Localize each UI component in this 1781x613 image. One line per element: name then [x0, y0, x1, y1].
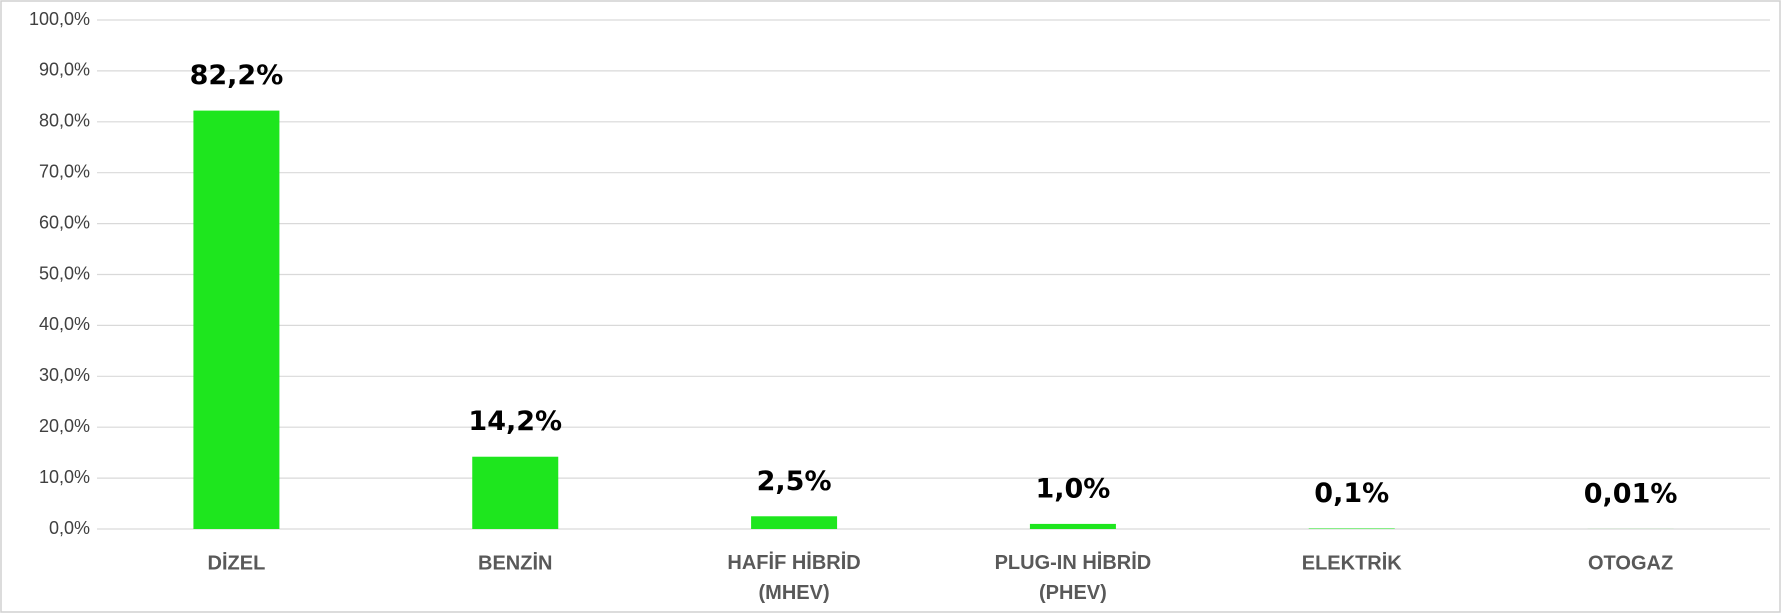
bar [472, 456, 559, 529]
y-tick-label: 50,0% [39, 263, 90, 283]
data-label: 0,1% [1314, 478, 1389, 509]
x-tick-label: OTOGAZ [1588, 552, 1673, 574]
y-tick-label: 80,0% [39, 111, 90, 131]
data-label: 0,01% [1584, 478, 1678, 509]
data-label: 1,0% [1035, 473, 1110, 504]
y-tick-label: 100,0% [29, 9, 90, 29]
y-tick-label: 0,0% [49, 518, 90, 538]
y-tick-label: 30,0% [39, 365, 90, 385]
bar [1029, 523, 1116, 529]
y-tick-label: 90,0% [39, 60, 90, 80]
y-tick-label: 10,0% [39, 467, 90, 487]
x-tick-label: ELEKTRİK [1302, 551, 1403, 574]
data-label: 82,2% [190, 60, 284, 91]
bar [1308, 528, 1395, 529]
x-tick-label: BENZİN [478, 551, 552, 574]
y-tick-label: 70,0% [39, 161, 90, 181]
y-tick-label: 40,0% [39, 314, 90, 334]
data-label: 14,2% [468, 406, 562, 437]
data-label: 2,5% [757, 466, 832, 497]
y-tick-label: 20,0% [39, 416, 90, 436]
x-tick-label: HAFİF HİBRİD (MHEV) [727, 551, 860, 604]
y-tick-label: 60,0% [39, 212, 90, 232]
bar [751, 516, 838, 529]
x-tick-label: DİZEL [208, 551, 266, 574]
bar [193, 110, 280, 530]
x-tick-label: PLUG-IN HİBRİD (PHEV) [995, 551, 1152, 604]
